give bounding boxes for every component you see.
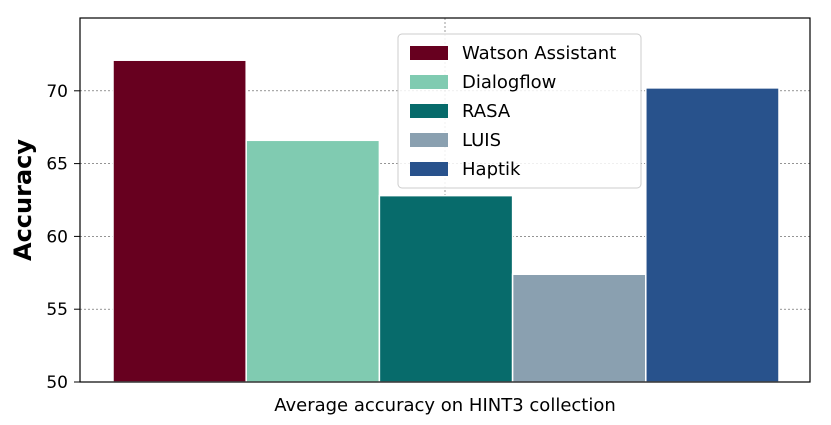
y-axis-title: Accuracy — [9, 139, 37, 261]
legend-label-dialogflow: Dialogflow — [462, 72, 556, 93]
legend-label-watson-assistant: Watson Assistant — [462, 43, 616, 64]
bar-watson-assistant — [112, 59, 247, 383]
x-axis-title: Average accuracy on HINT3 collection — [274, 395, 616, 416]
legend-swatch-watson-assistant — [410, 46, 448, 60]
legend-label-rasa: RASA — [462, 101, 511, 122]
legend-swatch-luis — [410, 133, 448, 147]
bar-luis — [511, 273, 647, 383]
y-tick-label: 70 — [46, 82, 68, 102]
y-tick-label: 60 — [46, 227, 68, 247]
legend-swatch-dialogflow — [410, 75, 448, 89]
bar-haptik — [645, 87, 780, 383]
bars — [112, 59, 780, 383]
y-tick-label: 50 — [46, 373, 68, 393]
y-tick-label: 55 — [46, 300, 68, 320]
legend-label-haptik: Haptik — [462, 159, 521, 180]
y-tick-label: 65 — [46, 155, 68, 175]
legend-swatch-rasa — [410, 104, 448, 118]
legend-swatch-haptik — [410, 162, 448, 176]
bar-dialogflow — [245, 139, 381, 383]
legend: Watson Assistant Dialogflow RASA LUIS Haptik — [397, 33, 642, 189]
bar-rasa — [378, 194, 514, 383]
y-axis-ticks: 50 55 60 65 70 — [46, 82, 80, 393]
legend-label-luis: LUIS — [462, 130, 501, 151]
plot-frame — [79, 17, 811, 383]
legend-box — [397, 33, 642, 189]
